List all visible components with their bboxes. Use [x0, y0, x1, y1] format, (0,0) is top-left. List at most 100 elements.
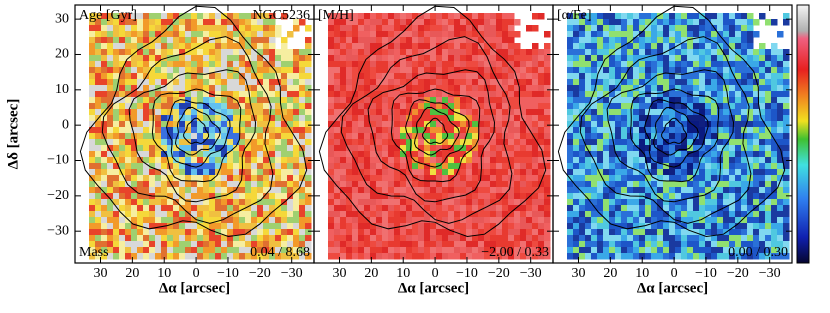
map-cell: [376, 181, 383, 188]
map-cell: [573, 67, 580, 74]
map-cell: [161, 211, 168, 218]
map-cell: [89, 187, 96, 194]
map-cell: [143, 247, 150, 254]
map-cell: [723, 67, 730, 74]
map-cell: [358, 121, 365, 128]
map-cell: [741, 25, 748, 32]
map-cell: [107, 205, 114, 212]
map-cell: [514, 169, 521, 176]
map-cell: [699, 73, 706, 80]
map-cell: [394, 97, 401, 104]
map-cell: [466, 241, 473, 248]
x-tick-label: 20: [125, 266, 139, 281]
map-cell: [597, 31, 604, 38]
map-cell: [215, 43, 222, 50]
map-cell: [352, 175, 359, 182]
map-cell: [388, 151, 395, 158]
map-cell: [430, 199, 437, 206]
map-cell: [161, 97, 168, 104]
map-cell: [579, 67, 586, 74]
map-cell: [107, 139, 114, 146]
map-cell: [394, 73, 401, 80]
map-cell: [591, 211, 598, 218]
map-cell: [615, 103, 622, 110]
map-cell: [131, 109, 138, 116]
map-cell: [669, 127, 676, 134]
map-cell: [526, 79, 533, 86]
map-cell: [299, 163, 306, 170]
map-cell: [633, 25, 640, 32]
map-cell: [508, 55, 515, 62]
annotation: NGC5236: [252, 8, 310, 23]
map-cell: [281, 229, 288, 236]
map-cell: [609, 211, 616, 218]
map-cell: [747, 121, 754, 128]
map-cell: [699, 61, 706, 68]
map-cell: [424, 223, 431, 230]
map-cell: [340, 55, 347, 62]
map-cell: [460, 19, 467, 26]
map-cell: [502, 115, 509, 122]
map-cell: [173, 241, 180, 248]
map-cell: [149, 253, 156, 260]
map-cell: [520, 223, 527, 230]
map-cell: [597, 127, 604, 134]
map-cell: [334, 151, 341, 158]
map-cell: [675, 229, 682, 236]
map-cell: [101, 91, 108, 98]
map-cell: [484, 199, 491, 206]
map-cell: [119, 121, 126, 128]
map-cell: [723, 235, 730, 242]
map-cell: [293, 25, 300, 32]
map-cell: [125, 97, 132, 104]
map-cell: [346, 181, 353, 188]
map-cell: [334, 229, 341, 236]
map-cell: [729, 235, 736, 242]
map-cell: [101, 85, 108, 92]
map-cell: [227, 139, 234, 146]
map-cell: [239, 85, 246, 92]
map-cell: [149, 31, 156, 38]
map-cell: [753, 145, 760, 152]
map-cell: [687, 55, 694, 62]
map-cell: [275, 193, 282, 200]
map-cell: [759, 217, 766, 224]
map-cell: [741, 139, 748, 146]
map-cell: [597, 229, 604, 236]
map-cell: [275, 49, 282, 56]
map-cell: [472, 91, 479, 98]
map-cell: [448, 205, 455, 212]
map-cell: [287, 49, 294, 56]
map-cell: [89, 211, 96, 218]
map-cell: [89, 199, 96, 206]
map-cell: [143, 199, 150, 206]
map-cell: [269, 223, 276, 230]
map-cell: [281, 187, 288, 194]
map-cell: [609, 25, 616, 32]
map-cell: [358, 235, 365, 242]
map-cell: [245, 115, 252, 122]
map-cell: [729, 205, 736, 212]
map-cell: [544, 97, 551, 104]
map-cell: [167, 61, 174, 68]
map-cell: [346, 163, 353, 170]
map-cell: [364, 199, 371, 206]
map-cell: [197, 79, 204, 86]
map-cell: [364, 151, 371, 158]
map-cell: [496, 163, 503, 170]
map-cell: [585, 49, 592, 56]
map-cell: [305, 175, 312, 182]
map-cell: [221, 73, 228, 80]
map-cell: [251, 97, 258, 104]
map-cell: [753, 235, 760, 242]
map-cell: [269, 163, 276, 170]
map-cell: [729, 157, 736, 164]
map-cell: [245, 19, 252, 26]
map-cell: [370, 199, 377, 206]
map-cell: [633, 223, 640, 230]
map-cell: [352, 181, 359, 188]
map-cell: [263, 229, 270, 236]
map-cell: [161, 85, 168, 92]
map-cell: [287, 55, 294, 62]
map-cell: [251, 151, 258, 158]
